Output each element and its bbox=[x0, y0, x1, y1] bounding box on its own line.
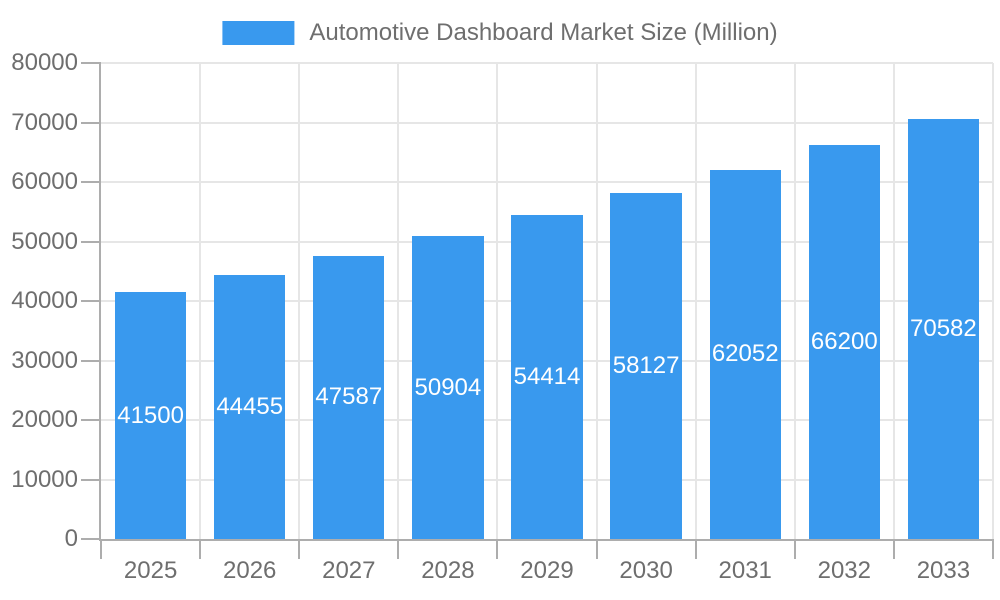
bar-value-label: 58127 bbox=[612, 352, 680, 380]
x-axis-tick bbox=[199, 539, 202, 559]
x-axis-tick bbox=[496, 539, 499, 559]
y-tick-label: 60000 bbox=[11, 168, 78, 195]
v-gridline bbox=[892, 63, 895, 539]
y-tick-label: 0 bbox=[64, 525, 78, 552]
x-tick-label: 2027 bbox=[322, 557, 376, 584]
bar[interactable] bbox=[412, 236, 484, 539]
x-axis-tick bbox=[595, 539, 598, 559]
bar-value-label: 44455 bbox=[216, 392, 284, 420]
v-gridline bbox=[793, 63, 796, 539]
bar-value-label: 54414 bbox=[513, 363, 581, 391]
x-axis-tick bbox=[397, 539, 400, 559]
x-tick-label: 2031 bbox=[718, 557, 772, 584]
bar[interactable] bbox=[214, 274, 286, 539]
legend-swatch bbox=[222, 21, 295, 45]
v-gridline bbox=[397, 63, 400, 539]
y-tick-label: 70000 bbox=[11, 108, 78, 136]
y-tick-label: 20000 bbox=[11, 406, 78, 433]
bar-value-label: 41500 bbox=[117, 401, 184, 429]
x-tick-label: 2029 bbox=[520, 557, 574, 584]
bar-value-label: 66200 bbox=[810, 328, 878, 356]
bar[interactable] bbox=[907, 119, 980, 539]
y-axis-tick bbox=[81, 300, 101, 302]
bar[interactable] bbox=[313, 255, 385, 539]
x-axis-tick bbox=[100, 539, 102, 559]
x-tick-label: 2028 bbox=[421, 557, 475, 584]
h-gridline bbox=[101, 121, 993, 124]
v-gridline bbox=[496, 63, 499, 539]
h-gridline bbox=[101, 181, 993, 183]
v-gridline bbox=[992, 63, 994, 539]
v-gridline bbox=[694, 63, 697, 539]
v-gridline bbox=[298, 63, 301, 539]
x-axis-line bbox=[99, 539, 993, 541]
x-axis-tick bbox=[992, 539, 994, 559]
bar[interactable] bbox=[114, 292, 187, 539]
y-axis-tick bbox=[81, 359, 101, 362]
y-tick-label: 10000 bbox=[11, 465, 78, 493]
h-gridline bbox=[101, 62, 993, 64]
x-tick-label: 2032 bbox=[817, 557, 871, 584]
bar-value-label: 62052 bbox=[711, 340, 779, 368]
y-tick-label: 40000 bbox=[11, 287, 78, 314]
y-tick-label: 80000 bbox=[11, 49, 78, 76]
legend-item[interactable]: Automotive Dashboard Market Size (Millio… bbox=[222, 19, 778, 47]
bar[interactable] bbox=[610, 193, 682, 539]
v-gridline bbox=[595, 63, 598, 539]
y-axis-tick bbox=[81, 478, 101, 481]
y-axis-tick bbox=[81, 181, 101, 183]
legend-label: Automotive Dashboard Market Size (Millio… bbox=[309, 19, 778, 46]
x-tick-label: 2033 bbox=[916, 557, 971, 584]
bar[interactable] bbox=[511, 215, 583, 539]
bar[interactable] bbox=[808, 145, 881, 539]
bar-value-label: 70582 bbox=[910, 315, 977, 342]
bar-value-label: 47587 bbox=[315, 383, 383, 411]
y-axis-tick bbox=[81, 121, 101, 124]
x-tick-label: 2026 bbox=[222, 557, 277, 584]
x-tick-label: 2030 bbox=[619, 557, 673, 584]
x-axis-tick bbox=[793, 539, 796, 559]
y-axis-tick bbox=[81, 240, 101, 243]
y-axis-tick bbox=[81, 419, 101, 421]
x-axis-tick bbox=[298, 539, 301, 559]
y-tick-label: 30000 bbox=[11, 346, 78, 374]
bar[interactable] bbox=[709, 169, 781, 539]
x-axis-tick bbox=[694, 539, 697, 559]
x-tick-label: 2025 bbox=[123, 557, 178, 584]
y-tick-label: 50000 bbox=[11, 227, 78, 255]
y-axis-tick bbox=[81, 62, 101, 64]
y-axis-tick bbox=[81, 538, 101, 540]
y-axis-line bbox=[99, 63, 101, 539]
bar-value-label: 50904 bbox=[414, 373, 482, 401]
x-axis-tick bbox=[892, 539, 895, 559]
v-gridline bbox=[199, 63, 202, 539]
